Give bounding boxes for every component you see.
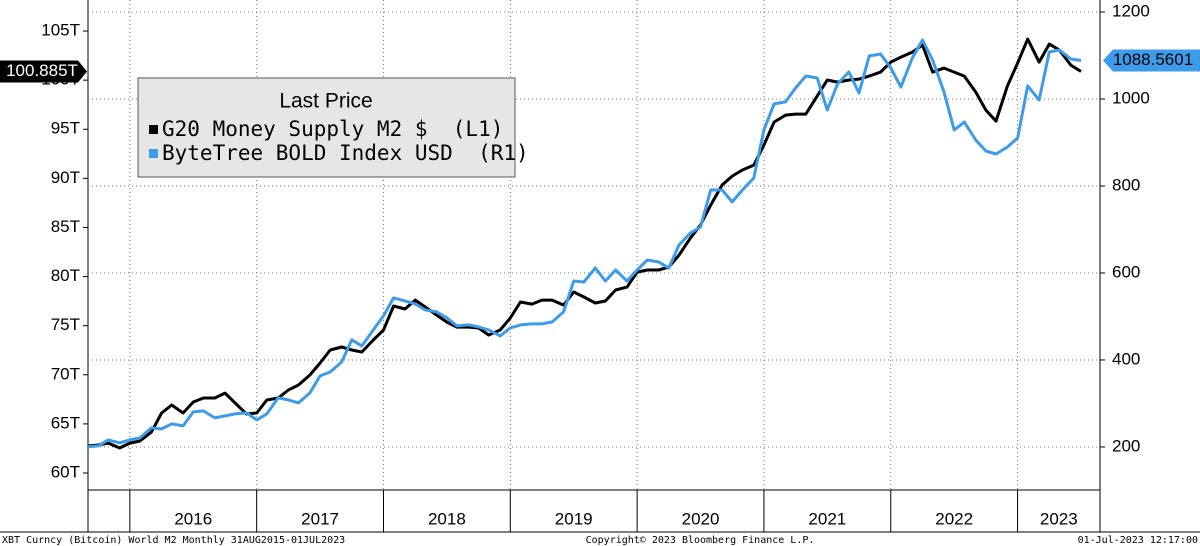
legend-box [137, 77, 516, 178]
y-tick-label: 90T [51, 168, 80, 187]
legend-label: G20 Money Supply M2 $ (L1) [162, 117, 503, 141]
last-price-label: 100.885T [6, 61, 78, 80]
x-tick-label: 2023 [1040, 509, 1078, 528]
footer-left: XBT Curncy (Bitcoin) World M2 Monthly 31… [2, 535, 345, 546]
x-tick-label: 2020 [682, 509, 720, 528]
x-tick-label: 2016 [174, 509, 212, 528]
y-tick-label: 60T [51, 462, 80, 481]
x-tick-label: 2022 [935, 509, 973, 528]
y-tick-label: 95T [51, 119, 80, 138]
y-tick-label: 105T [41, 21, 80, 40]
last-price-tag [0, 60, 87, 83]
y2-tick-label: 400 [1112, 349, 1140, 368]
legend: Last Price G20 Money Supply M2 $ (L1)Byt… [137, 77, 529, 178]
legend-swatch [149, 125, 158, 134]
x-tick-label: 2021 [808, 509, 846, 528]
legend-title: Last Price [279, 90, 372, 113]
y-tick-label: 70T [51, 364, 80, 383]
last-price-label: 1088.5601 [1113, 50, 1193, 69]
y-tick-label: 75T [51, 315, 80, 334]
y2-tick-label: 800 [1112, 175, 1140, 194]
y2-tick-label: 200 [1112, 436, 1140, 455]
x-tick-label: 2017 [301, 509, 339, 528]
lines [87, 37, 1082, 450]
series-line [87, 38, 1082, 449]
footer-right: 01-Jul-2023 12:17:00 [1078, 535, 1198, 546]
y2-tick-label: 600 [1112, 262, 1140, 281]
y2-tick-label: 1000 [1112, 88, 1150, 107]
x-tick-label: 2019 [555, 509, 593, 528]
y-tick-label: 85T [51, 217, 80, 236]
y2-tick-label: 1200 [1112, 1, 1150, 20]
y-tick-label: 65T [51, 413, 80, 432]
legend-swatch [149, 149, 158, 158]
x-tick-label: 2018 [428, 509, 466, 528]
legend-label: ByteTree BOLD Index USD (R1) [162, 141, 529, 165]
footer-center: Copyright© 2023 Bloomberg Finance L.P. [586, 535, 815, 546]
y-tick-label: 80T [51, 266, 80, 285]
last-price-tag [1103, 49, 1200, 72]
grid [83, 0, 1105, 532]
